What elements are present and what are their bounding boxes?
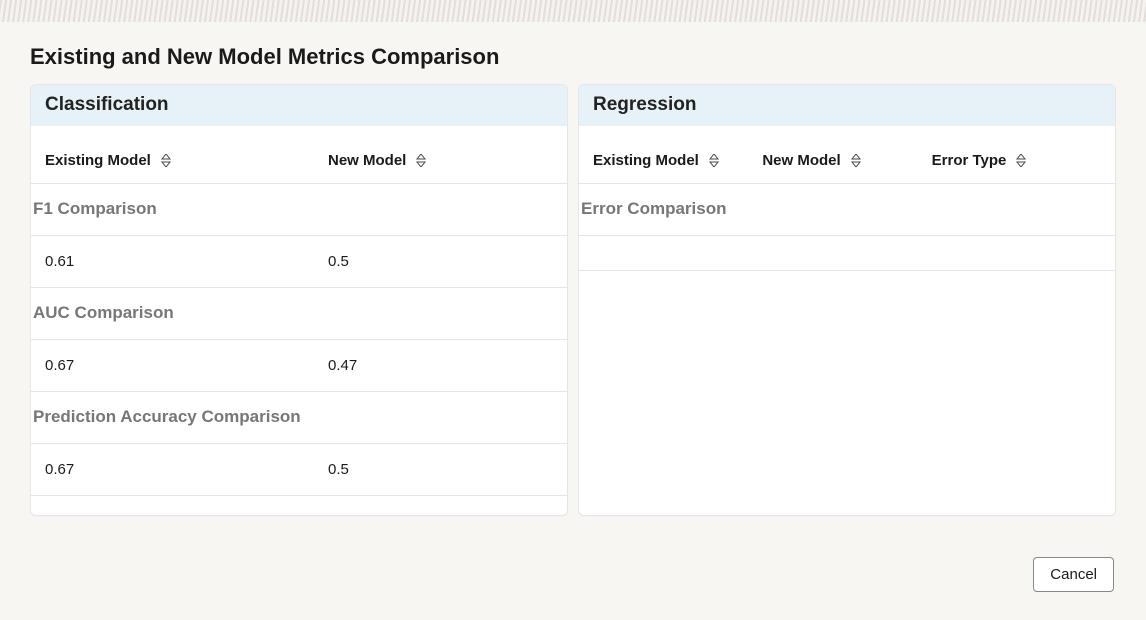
regression-existing-header-label: Existing Model [593, 152, 699, 169]
acc-existing-value: 0.67 [45, 461, 328, 478]
regression-error-type-header[interactable]: Error Type [932, 152, 1101, 169]
top-decorative-bar [0, 0, 1146, 22]
sort-icon [416, 154, 426, 167]
classification-new-header-label: New Model [328, 152, 406, 169]
sort-icon [1016, 154, 1026, 167]
classification-existing-header-label: Existing Model [45, 152, 151, 169]
cancel-button[interactable]: Cancel [1033, 557, 1114, 592]
classification-panel: Classification Existing Model New Model [30, 84, 568, 516]
panels-row: Classification Existing Model New Model [30, 84, 1116, 516]
footer: Cancel [1033, 557, 1114, 592]
regression-column-headers: Existing Model New Model Error Type [579, 126, 1115, 184]
f1-existing-value: 0.61 [45, 253, 328, 270]
classification-panel-title: Classification [31, 85, 567, 126]
regression-new-header-label: New Model [762, 152, 840, 169]
auc-group-title: AUC Comparison [31, 288, 567, 340]
table-row: 0.61 0.5 [31, 236, 567, 288]
acc-group-title: Prediction Accuracy Comparison [31, 392, 567, 444]
table-row: 0.67 0.5 [31, 444, 567, 496]
classification-column-headers: Existing Model New Model [31, 126, 567, 184]
regression-existing-header[interactable]: Existing Model [593, 152, 762, 169]
classification-existing-header[interactable]: Existing Model [45, 152, 328, 169]
regression-new-header[interactable]: New Model [762, 152, 931, 169]
sort-icon [709, 154, 719, 167]
table-row [579, 236, 1115, 271]
f1-group-title: F1 Comparison [31, 184, 567, 236]
regression-panel: Regression Existing Model New Model [578, 84, 1116, 516]
f1-new-value: 0.5 [328, 253, 553, 270]
regression-panel-title: Regression [579, 85, 1115, 126]
page-title: Existing and New Model Metrics Compariso… [30, 44, 1116, 70]
table-row: 0.67 0.47 [31, 340, 567, 392]
classification-new-header[interactable]: New Model [328, 152, 553, 169]
auc-existing-value: 0.67 [45, 357, 328, 374]
error-group-title: Error Comparison [579, 184, 1115, 236]
sort-icon [851, 154, 861, 167]
sort-icon [161, 154, 171, 167]
regression-error-type-header-label: Error Type [932, 152, 1007, 169]
acc-new-value: 0.5 [328, 461, 553, 478]
page-body: Existing and New Model Metrics Compariso… [0, 22, 1146, 516]
auc-new-value: 0.47 [328, 357, 553, 374]
